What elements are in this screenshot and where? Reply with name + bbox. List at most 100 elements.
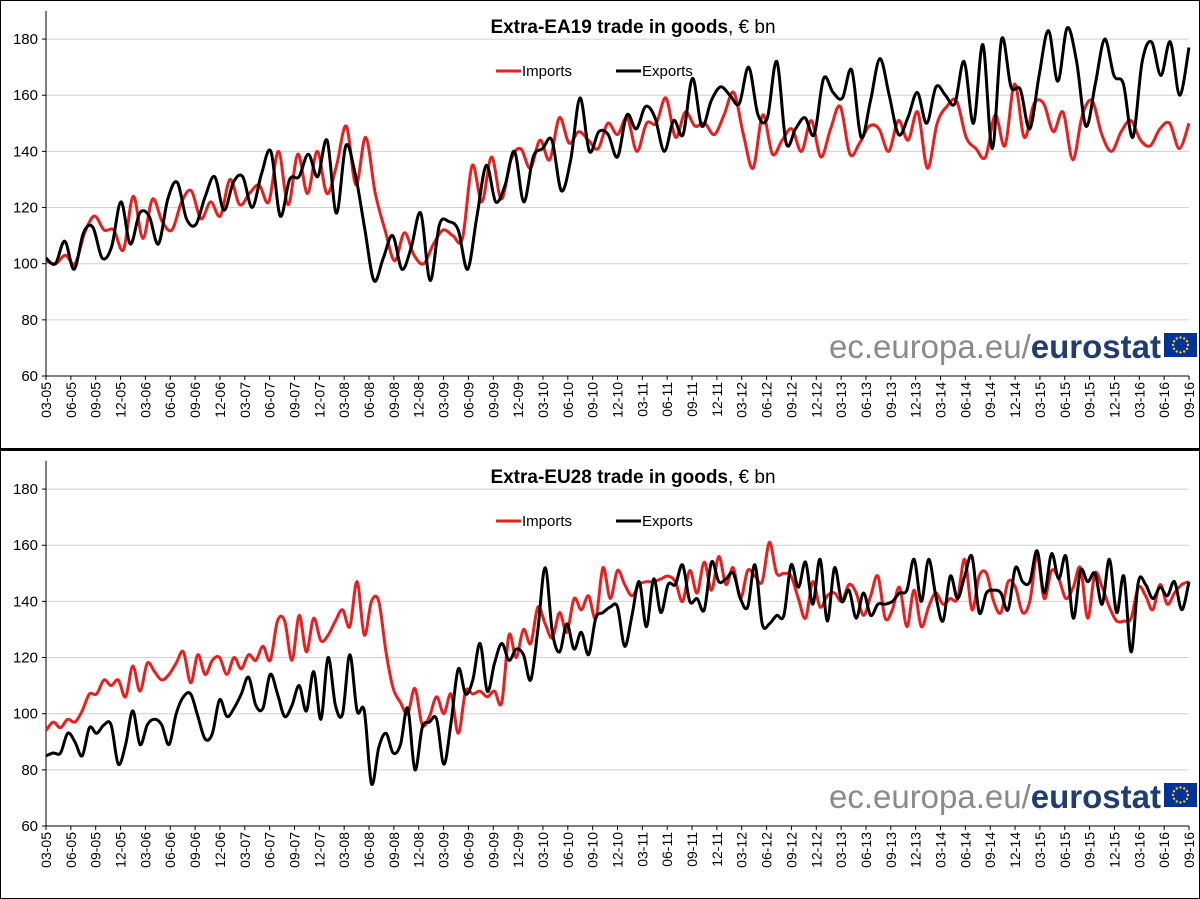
y-tick-label: 100 bbox=[13, 706, 38, 723]
x-tick-label: 06-14 bbox=[957, 832, 973, 868]
x-tick-label: 12-13 bbox=[908, 382, 924, 418]
x-tick-label: 09-16 bbox=[1181, 832, 1197, 868]
y-tick-label: 120 bbox=[13, 650, 38, 667]
x-tick-label: 03-15 bbox=[1032, 382, 1048, 418]
chart-title-unit: , € bn bbox=[728, 467, 776, 488]
chart-eu28: 60 80 100 120 140 160 180 03-05 06-05 09-05 12-05 0… bbox=[13, 461, 1197, 868]
x-tick-label: 09-08 bbox=[386, 832, 402, 868]
x-tick-label: 09-13 bbox=[883, 382, 899, 418]
x-tick-label: 06-08 bbox=[361, 382, 377, 418]
x-tick-label: 03-05 bbox=[38, 832, 54, 868]
x-tick-label: 12-06 bbox=[212, 382, 228, 418]
x-tick-label: 03-12 bbox=[734, 382, 750, 418]
chart-title-unit: , € bn bbox=[728, 17, 776, 38]
x-tick-label: 09-15 bbox=[1082, 832, 1098, 868]
x-tick-label: 09-11 bbox=[684, 382, 700, 417]
y-tick-label: 60 bbox=[21, 818, 38, 835]
x-tick-label: 06-08 bbox=[361, 832, 377, 868]
legend-item-imports: Imports bbox=[496, 513, 572, 530]
x-tick-label: 09-15 bbox=[1082, 382, 1098, 418]
watermark: ec.europa.eu/eurostat bbox=[829, 328, 1161, 365]
watermark: ec.europa.eu/eurostat bbox=[829, 778, 1161, 815]
x-tick-label: 06-15 bbox=[1057, 832, 1073, 868]
eu-flag-icon bbox=[1164, 333, 1197, 357]
legend-item-exports: Exports bbox=[616, 513, 693, 530]
x-tick-label: 09-05 bbox=[88, 382, 104, 418]
x-tick-label: 03-08 bbox=[336, 382, 352, 418]
x-tick-label: 06-06 bbox=[162, 382, 178, 418]
chart-panel-ea19: 60 80 100 120 140 160 180 03-05 06-05 09-05 12-05 0… bbox=[0, 0, 1200, 449]
x-tick-label: 06-09 bbox=[460, 832, 476, 868]
x-tick-label: 12-12 bbox=[808, 832, 824, 868]
x-tick-label: 09-13 bbox=[883, 832, 899, 868]
x-tick-label: 12-11 bbox=[709, 832, 725, 867]
x-tick-label: 12-07 bbox=[311, 832, 327, 868]
x-tick-label: 09-16 bbox=[1181, 382, 1197, 418]
x-tick-label: 12-06 bbox=[212, 832, 228, 868]
series-line-imports bbox=[45, 82, 1191, 266]
watermark-brand: eurostat bbox=[1031, 778, 1161, 815]
x-tick-label: 03-14 bbox=[933, 382, 949, 418]
x-tick-label: 12-10 bbox=[610, 832, 626, 868]
y-tick-label: 80 bbox=[21, 312, 38, 329]
x-tick-label: 03-16 bbox=[1131, 382, 1147, 418]
y-tick-label: 140 bbox=[13, 593, 38, 610]
x-tick-label: 09-05 bbox=[88, 832, 104, 868]
legend-label: Exports bbox=[642, 513, 693, 530]
x-tick-label: 06-07 bbox=[262, 382, 278, 418]
x-tick-label: 09-14 bbox=[982, 832, 998, 868]
x-tick-label: 09-08 bbox=[386, 382, 402, 418]
x-tick-label: 03-09 bbox=[436, 832, 452, 868]
x-tick-label: 03-16 bbox=[1131, 832, 1147, 868]
x-tick-label: 03-09 bbox=[436, 382, 452, 418]
x-tick-label: 03-11 bbox=[634, 832, 650, 867]
x-tick-label: 06-10 bbox=[560, 382, 576, 418]
legend-label: Imports bbox=[522, 513, 572, 530]
x-tick-label: 12-14 bbox=[1007, 832, 1023, 868]
y-tick-label: 60 bbox=[21, 368, 38, 385]
x-tick-label: 09-07 bbox=[286, 832, 302, 868]
x-tick-label: 06-13 bbox=[858, 832, 874, 868]
x-tick-label: 12-05 bbox=[113, 832, 129, 868]
x-tick-label: 03-10 bbox=[535, 382, 551, 418]
series-line-imports bbox=[44, 540, 1190, 735]
x-tick-label: 06-09 bbox=[460, 382, 476, 418]
x-tick-label: 12-12 bbox=[808, 382, 824, 418]
watermark-prefix: ec.europa.eu/ bbox=[829, 778, 1032, 815]
series-line-exports bbox=[45, 549, 1191, 786]
x-tick-label: 06-14 bbox=[957, 382, 973, 418]
x-tick-label: 06-13 bbox=[858, 382, 874, 418]
x-tick-label: 06-05 bbox=[63, 832, 79, 868]
chart-title-main: Extra-EU28 trade in goods bbox=[490, 467, 728, 488]
legend-item-imports: Imports bbox=[496, 63, 572, 80]
x-tick-label: 09-12 bbox=[783, 832, 799, 868]
legend-label: Imports bbox=[522, 63, 572, 80]
watermark-prefix: ec.europa.eu/ bbox=[829, 328, 1032, 365]
x-tick-label: 03-07 bbox=[237, 832, 253, 868]
chart-ea19: 60 80 100 120 140 160 180 03-05 06-05 09-05 12-05 0… bbox=[13, 11, 1197, 418]
y-tick-label: 140 bbox=[13, 143, 38, 160]
x-tick-label: 12-07 bbox=[311, 382, 327, 418]
x-tick-label: 06-11 bbox=[659, 382, 675, 417]
x-tick-label: 03-14 bbox=[933, 832, 949, 868]
x-tick-label: 09-09 bbox=[485, 382, 501, 418]
y-tick-label: 100 bbox=[13, 256, 38, 273]
x-tick-label: 12-05 bbox=[113, 382, 129, 418]
x-tick-label: 03-13 bbox=[833, 832, 849, 868]
x-tick-label: 06-11 bbox=[659, 832, 675, 867]
y-tick-label: 180 bbox=[13, 31, 38, 48]
x-tick-label: 03-06 bbox=[137, 832, 153, 868]
eu-flag-icon bbox=[1164, 783, 1197, 807]
y-tick-label: 160 bbox=[13, 87, 38, 104]
x-tick-label: 06-05 bbox=[63, 382, 79, 418]
x-tick-label: 12-08 bbox=[411, 832, 427, 868]
chart-title: Extra-EA19 trade in goods, € bn bbox=[490, 17, 775, 38]
x-tick-label: 12-11 bbox=[709, 382, 725, 417]
x-tick-label: 06-16 bbox=[1156, 832, 1172, 868]
x-tick-label: 12-10 bbox=[610, 382, 626, 418]
x-tick-label: 06-07 bbox=[262, 832, 278, 868]
x-tick-label: 12-14 bbox=[1007, 382, 1023, 418]
x-tick-label: 06-12 bbox=[759, 832, 775, 868]
x-tick-label: 09-06 bbox=[187, 382, 203, 418]
